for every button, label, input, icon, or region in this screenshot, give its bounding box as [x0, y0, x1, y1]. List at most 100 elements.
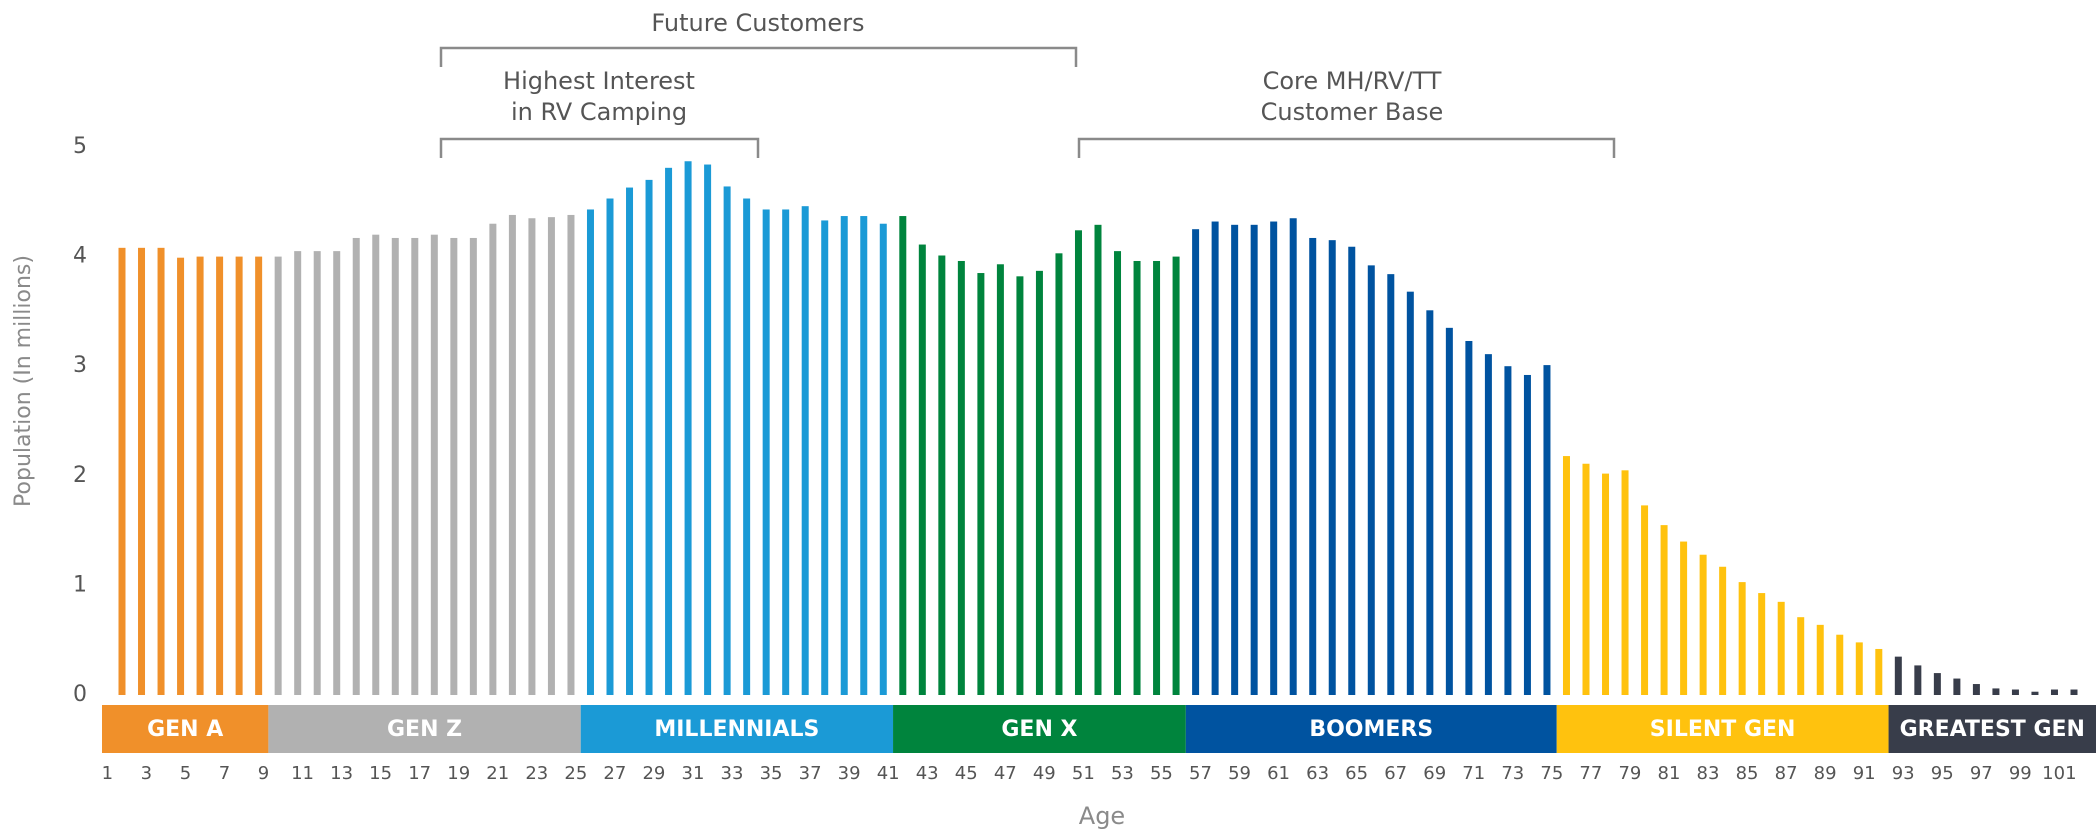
- bar: [118, 247, 126, 695]
- bar: [762, 209, 770, 696]
- x-tick-label: 97: [1970, 763, 1993, 784]
- generation-label: BOOMERS: [1309, 717, 1433, 742]
- bar: [2050, 689, 2058, 695]
- bar: [255, 256, 263, 695]
- x-tick-label: 17: [408, 763, 431, 784]
- x-tick-label: 65: [1345, 763, 1368, 784]
- bar: [274, 256, 282, 695]
- bar: [821, 220, 829, 695]
- bar: [2031, 691, 2039, 695]
- bar: [1797, 617, 1805, 695]
- x-tick-label: 39: [838, 763, 861, 784]
- x-tick-label: 83: [1697, 763, 1720, 784]
- bar: [1348, 246, 1356, 695]
- x-tick-label: 71: [1462, 763, 1485, 784]
- generation-label: GREATEST GEN: [1900, 717, 2085, 742]
- bar: [1758, 593, 1766, 695]
- x-tick-label: 33: [721, 763, 744, 784]
- bar: [313, 251, 321, 695]
- bracket: [439, 46, 1078, 67]
- x-tick-label: 61: [1267, 763, 1290, 784]
- bar: [1719, 566, 1727, 695]
- generation-band: [102, 705, 269, 753]
- bar: [1523, 374, 1531, 695]
- bar: [782, 209, 790, 696]
- x-tick-label: 75: [1540, 763, 1563, 784]
- bar: [1074, 230, 1082, 695]
- bar: [450, 237, 458, 695]
- bar: [1309, 237, 1317, 695]
- generation-label: GEN Z: [387, 717, 462, 742]
- x-tick-label: 91: [1853, 763, 1876, 784]
- bar: [391, 237, 399, 695]
- bar: [1153, 260, 1161, 695]
- bar: [1250, 224, 1258, 696]
- bar: [1406, 291, 1414, 695]
- x-tick-label: 35: [760, 763, 783, 784]
- bar: [138, 247, 146, 695]
- bar: [508, 214, 516, 695]
- bar: [196, 256, 204, 695]
- x-tick-label: 11: [291, 763, 314, 784]
- x-tick-label: 13: [330, 763, 353, 784]
- x-tick-label: 89: [1814, 763, 1837, 784]
- bar: [1738, 582, 1746, 695]
- x-tick-label: 63: [1306, 763, 1329, 784]
- bar: [1172, 256, 1180, 695]
- x-tick-label: 79: [1618, 763, 1641, 784]
- bar: [918, 244, 926, 695]
- bar: [1114, 251, 1122, 695]
- annotation: Customer Base: [1261, 98, 1444, 126]
- x-tick-label: 99: [2009, 763, 2032, 784]
- bar: [1875, 648, 1883, 695]
- x-tick-label: 19: [447, 763, 470, 784]
- x-tick-label: 3: [141, 763, 152, 784]
- y-tick-label: 3: [73, 353, 87, 378]
- y-axis-title: Population (In millions): [11, 255, 36, 507]
- bar: [1367, 265, 1375, 695]
- bar: [801, 206, 809, 695]
- x-tick-label: 5: [180, 763, 191, 784]
- x-tick-label: 101: [2042, 763, 2076, 784]
- bar: [469, 237, 477, 695]
- x-tick-label: 21: [486, 763, 509, 784]
- generation-band: [893, 705, 1186, 753]
- bar: [352, 237, 360, 695]
- bar: [1777, 601, 1785, 695]
- x-tick-label: 1: [102, 763, 113, 784]
- y-tick-label: 2: [73, 463, 87, 488]
- bar: [1992, 688, 2000, 695]
- bar: [1484, 354, 1492, 695]
- x-tick-label: 29: [642, 763, 665, 784]
- x-tick-label: 15: [369, 763, 392, 784]
- generation-label: SILENT GEN: [1650, 717, 1796, 742]
- bar: [938, 255, 946, 695]
- bar: [1231, 224, 1239, 696]
- bracket: [1077, 137, 1616, 158]
- x-tick-label: 73: [1501, 763, 1524, 784]
- x-tick-label: 93: [1892, 763, 1915, 784]
- y-tick-label: 0: [73, 682, 87, 707]
- x-tick-label: 57: [1189, 763, 1212, 784]
- bar: [235, 256, 243, 695]
- annotation: Core MH/RV/TT: [1263, 67, 1442, 95]
- x-tick-label: 45: [955, 763, 978, 784]
- bar: [957, 260, 965, 695]
- bar: [1426, 310, 1434, 695]
- annotations: Future Customers Highest Interest in RV …: [439, 9, 1616, 158]
- x-tick-label: 85: [1736, 763, 1759, 784]
- y-tick-label: 4: [73, 244, 87, 269]
- x-tick-label: 27: [603, 763, 626, 784]
- bar: [1504, 366, 1512, 695]
- bar: [1016, 276, 1024, 695]
- x-tick-label: 23: [525, 763, 548, 784]
- y-tick-label: 1: [73, 572, 87, 597]
- bar: [1562, 456, 1570, 695]
- x-tick-label: 7: [219, 763, 230, 784]
- bar: [840, 216, 848, 695]
- generation-label: GEN X: [1001, 717, 1077, 742]
- bar: [372, 234, 380, 695]
- x-tick-label: 95: [1931, 763, 1954, 784]
- bar: [1192, 229, 1200, 695]
